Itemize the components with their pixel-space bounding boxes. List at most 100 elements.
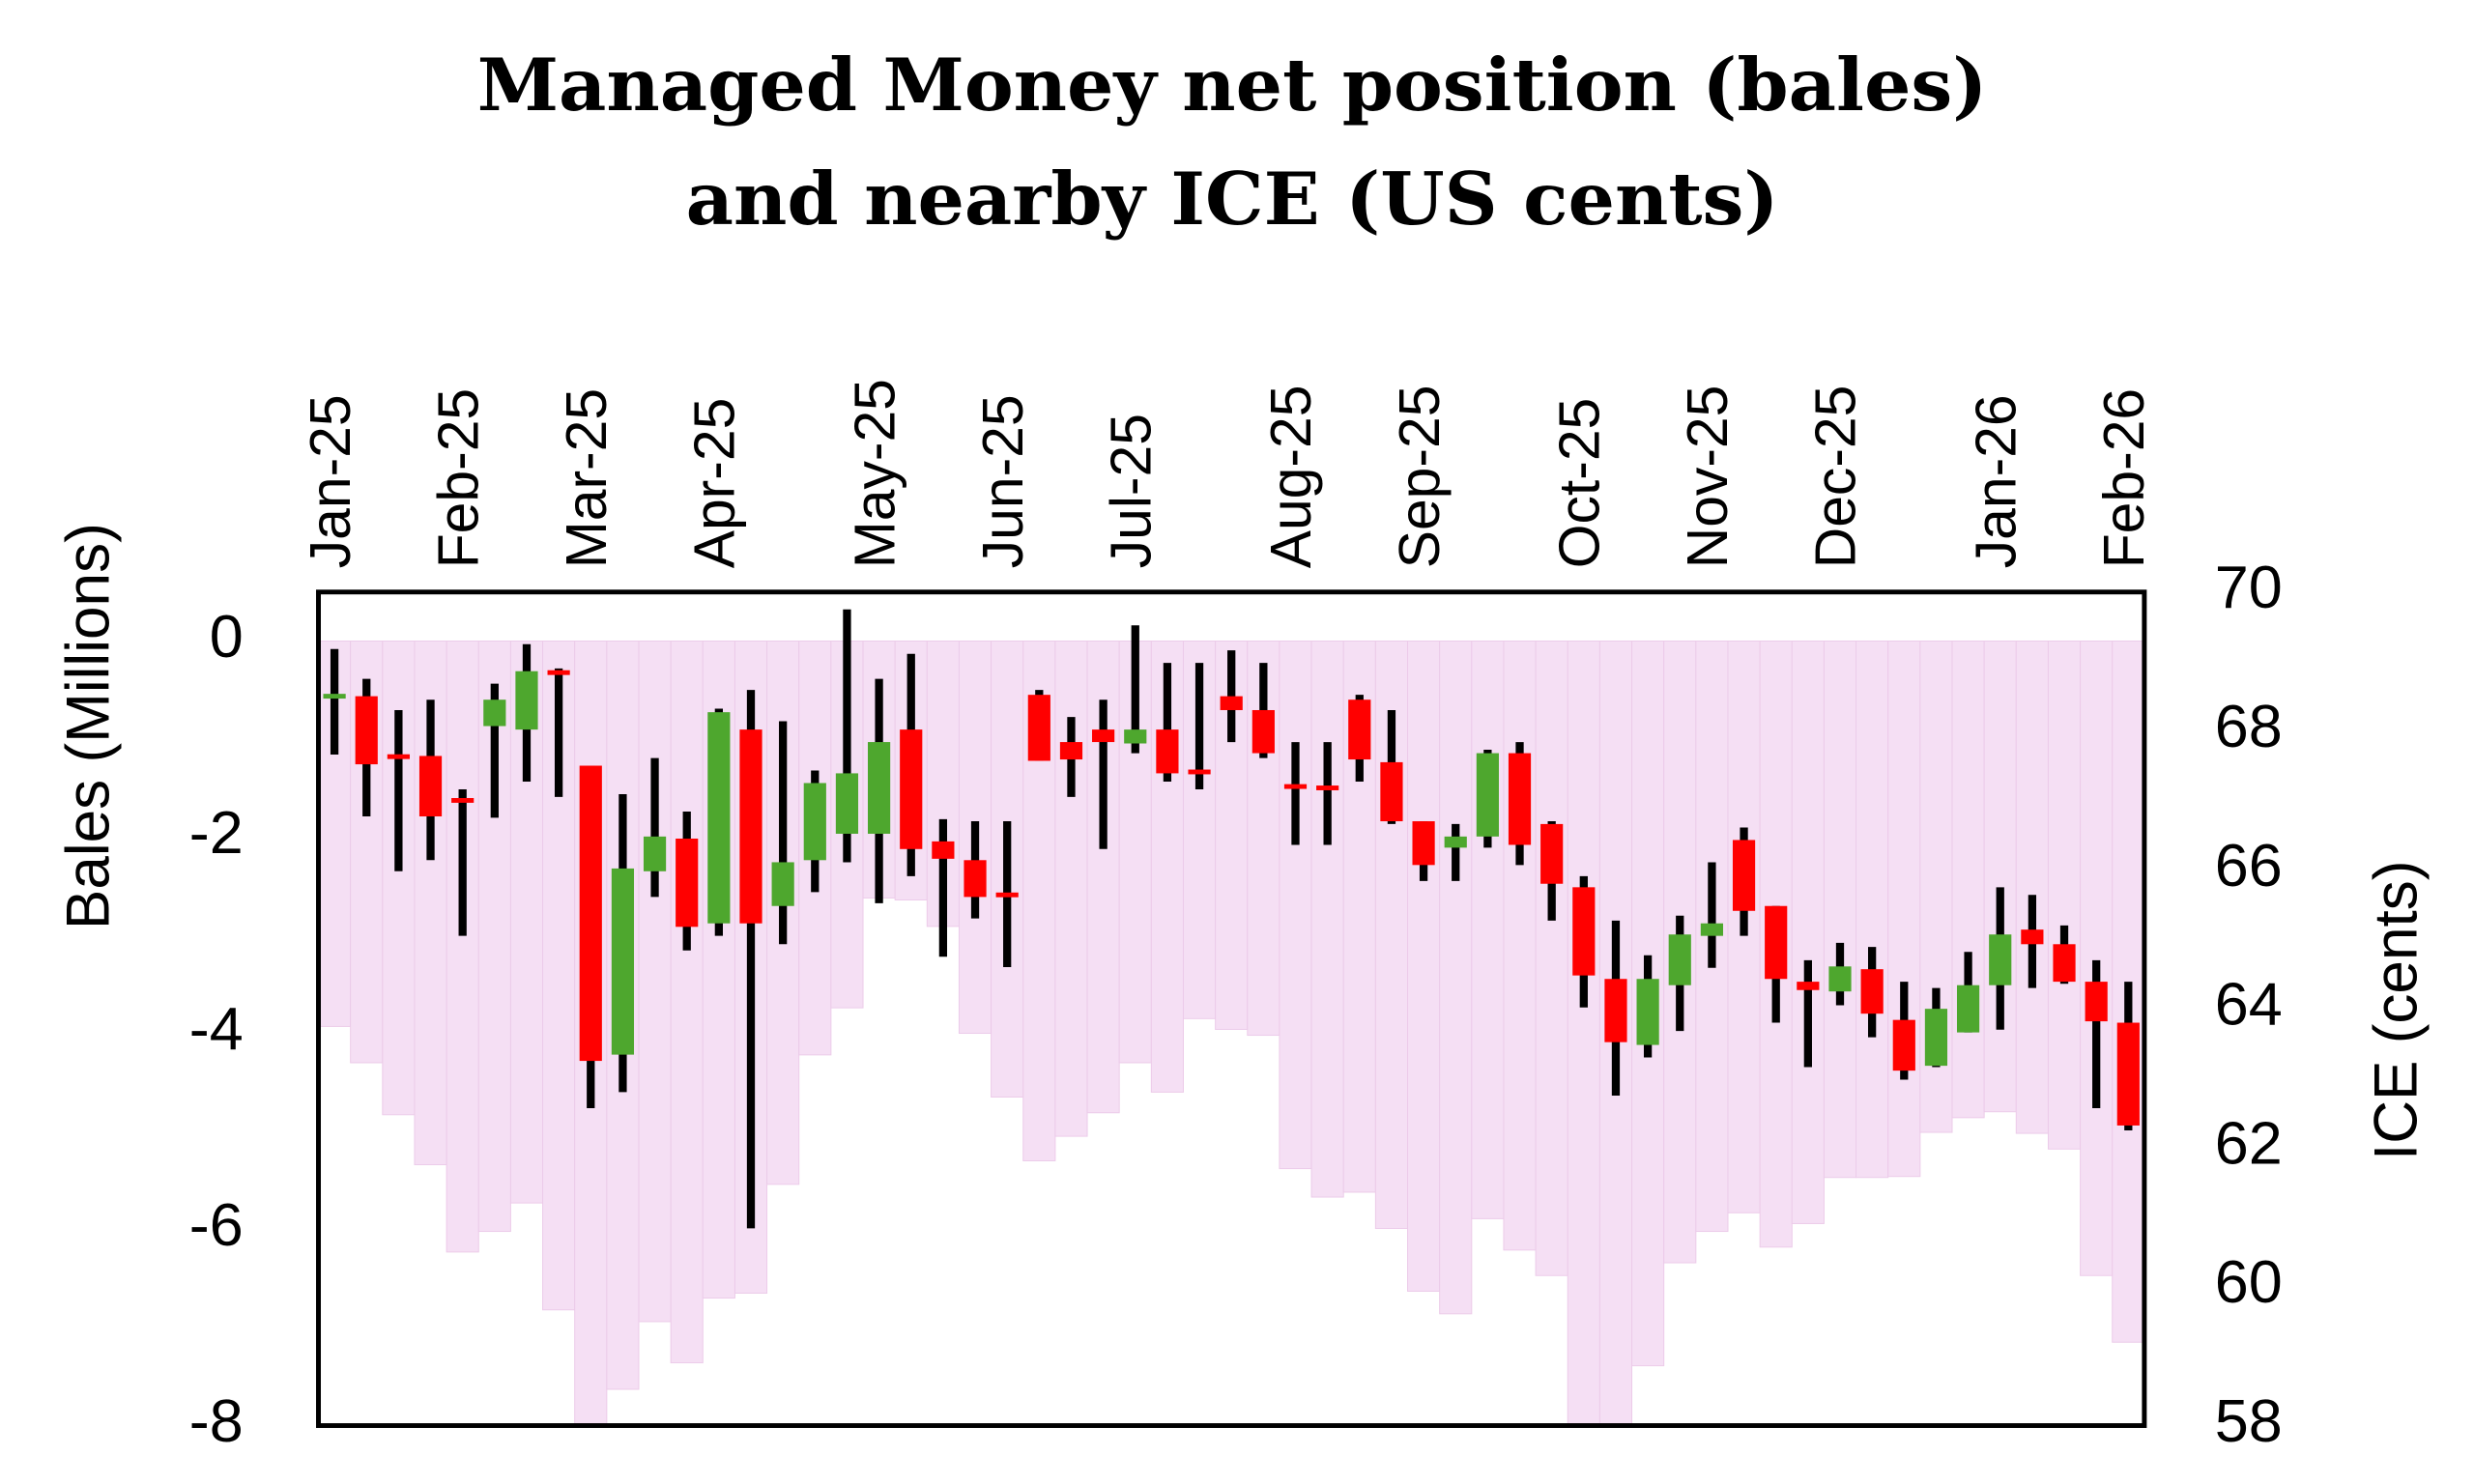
candle-body — [1765, 905, 1788, 980]
candle-body — [1059, 742, 1083, 760]
x-tick-label: Sep-25 — [1386, 385, 1451, 569]
x-tick-label: Mar-25 — [554, 388, 618, 568]
candle-body — [1828, 966, 1852, 992]
candle-body — [2053, 944, 2076, 983]
candle-body — [1892, 1019, 1915, 1071]
y-tick-label: -8 — [189, 1387, 244, 1455]
candle-body — [964, 860, 987, 898]
bar — [670, 641, 704, 1364]
x-tick-label: Jan-26 — [1963, 394, 2028, 568]
candle-body — [1412, 821, 1435, 866]
y2-tick-label: 60 — [2215, 1249, 2283, 1317]
candle-body — [835, 773, 859, 834]
candle-body — [1092, 729, 1115, 743]
candle-body — [1604, 979, 1627, 1042]
candle-body — [1476, 753, 1499, 837]
candle-body — [1797, 982, 1820, 990]
x-tick-label: Apr-25 — [681, 398, 746, 569]
candle-body — [1251, 709, 1275, 754]
y2-tick-label: 64 — [2215, 971, 2283, 1039]
candle-body — [1027, 695, 1050, 761]
candle-body — [579, 765, 602, 1062]
bar — [1503, 641, 1537, 1251]
candle-body — [547, 670, 570, 675]
chart-title: Managed Money net position (bales) — [477, 43, 1988, 128]
candle-body — [995, 892, 1019, 898]
y-tick-label: -4 — [189, 995, 244, 1063]
y2-tick-label: 66 — [2215, 832, 2283, 899]
candle-body — [1156, 729, 1179, 774]
candle-body — [1220, 696, 1243, 710]
candle-body — [1540, 823, 1564, 884]
candle-body — [1572, 887, 1596, 976]
bar — [1439, 641, 1473, 1315]
x-tick-label: Jul-25 — [1098, 414, 1163, 568]
bar — [1535, 641, 1568, 1276]
candle-body — [1668, 934, 1691, 985]
bar — [1951, 641, 1985, 1119]
candle-body — [1732, 840, 1756, 911]
candle-body — [1989, 934, 2012, 985]
candle-body — [1348, 699, 1371, 760]
candle-body — [1700, 923, 1723, 936]
candle-body — [1283, 784, 1308, 789]
bar — [1567, 641, 1600, 1425]
bar — [446, 641, 479, 1253]
bar — [1407, 641, 1441, 1292]
bar — [1823, 641, 1857, 1179]
candle-body — [1860, 969, 1884, 1014]
candle-body — [418, 756, 443, 816]
bar — [1054, 641, 1088, 1137]
candle-body — [387, 754, 410, 759]
candle-body — [1380, 761, 1403, 822]
bar — [1791, 641, 1825, 1224]
candle-body — [739, 729, 762, 924]
candle-body — [355, 696, 378, 765]
x-tick-label: Dec-25 — [1802, 385, 1867, 569]
x-tick-label: Aug-25 — [1258, 385, 1323, 569]
candle-body — [451, 798, 475, 803]
candle-body — [771, 862, 794, 906]
candle-body — [2021, 929, 2044, 945]
bar — [1983, 641, 2017, 1113]
y-axis-title: Bales (Millions) — [54, 523, 122, 929]
y-tick-label: 0 — [210, 603, 244, 671]
candle-body — [1636, 979, 1659, 1045]
y-tick-label: -2 — [189, 799, 244, 867]
bar — [2047, 641, 2082, 1150]
plot — [318, 609, 2145, 1425]
x-tick-label: Oct-25 — [1546, 398, 1611, 569]
bar — [1471, 641, 1505, 1219]
x-tick-label: Nov-25 — [1675, 385, 1740, 569]
bar — [2015, 641, 2049, 1134]
candle-body — [867, 742, 891, 834]
x-tick-label: Feb-25 — [425, 388, 490, 568]
candle-body — [1188, 769, 1211, 775]
bar — [1279, 641, 1312, 1170]
candle-body — [932, 841, 955, 859]
candle-body — [483, 699, 506, 727]
y2-tick-label: 58 — [2215, 1387, 2283, 1455]
y2-axis-title: ICE (cents) — [2362, 861, 2430, 1160]
candle-body — [803, 783, 826, 861]
bar — [2080, 641, 2114, 1276]
candle-body — [1444, 836, 1467, 848]
x-tick-label: Jun-25 — [970, 394, 1035, 568]
candle-body — [1124, 729, 1147, 744]
bar — [1310, 641, 1344, 1198]
candle-body — [1316, 785, 1339, 790]
plot-frame — [316, 589, 2147, 1428]
bar — [638, 641, 672, 1323]
chart-title: and nearby ICE (US cents) — [686, 156, 1779, 241]
candle-body — [1924, 1009, 1948, 1067]
candle-body — [707, 712, 731, 924]
bar — [1856, 641, 1889, 1179]
candle-body — [1956, 985, 1980, 1033]
x-tick-label: May-25 — [842, 379, 906, 568]
candle-body — [676, 839, 699, 928]
candle-body — [1508, 753, 1532, 845]
candle-body — [611, 868, 635, 1055]
candle-body — [2085, 982, 2108, 1022]
